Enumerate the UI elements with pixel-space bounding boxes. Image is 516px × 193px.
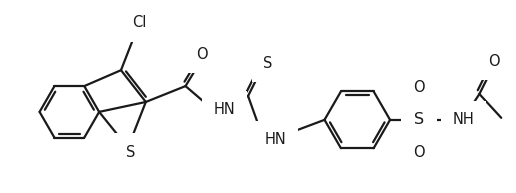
Text: Cl: Cl [132,15,146,30]
Text: NH: NH [453,112,474,127]
Text: S: S [126,145,136,160]
Text: O: O [413,80,425,95]
Text: O: O [489,54,500,69]
Text: HN: HN [265,132,287,147]
Text: HN: HN [213,102,235,117]
Text: O: O [197,47,208,62]
Text: O: O [413,145,425,160]
Text: S: S [263,56,272,71]
Text: S: S [414,112,424,127]
